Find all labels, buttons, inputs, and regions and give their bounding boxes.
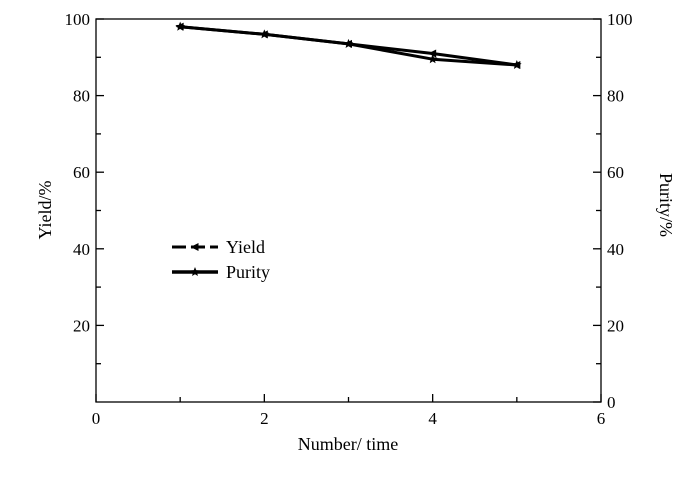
x-tick-label: 6 [597, 409, 606, 428]
y2-tick-label: 80 [607, 87, 624, 106]
x-axis-title: Number/ time [298, 434, 398, 454]
y-axis-title: Yield/% [35, 181, 55, 240]
legend-marker-purity [190, 267, 200, 277]
x-tick-label: 4 [428, 409, 437, 428]
legend-label-purity: Purity [226, 262, 270, 282]
series-layer [175, 21, 522, 70]
data-point-purity [175, 21, 185, 31]
x-tick-label: 0 [92, 409, 101, 428]
legend-marker-yield [190, 243, 199, 251]
y2-tick-label: 20 [607, 316, 624, 335]
data-point-purity [512, 59, 522, 70]
y2-tick-label: 60 [607, 163, 624, 182]
x-tick-label: 2 [260, 409, 269, 428]
y2-axis-title: Purity/% [656, 173, 676, 237]
ticks-layer: 0 2 4 6 20 40 60 80 100 0 20 40 60 80 100 [65, 10, 633, 428]
plot-frame [95, 18, 602, 403]
y-tick-label: 20 [73, 316, 90, 335]
data-point-purity [259, 29, 270, 39]
y-tick-label: 60 [73, 163, 90, 182]
y-tick-label: 40 [73, 240, 90, 259]
y-tick-label: 100 [65, 10, 91, 29]
data-point-purity [427, 54, 438, 64]
legend-label-yield: Yield [226, 237, 265, 257]
data-point-purity [343, 38, 354, 48]
y2-tick-label: 0 [607, 393, 616, 412]
data-point-yield [428, 49, 437, 58]
legend: Yield Purity [172, 237, 270, 282]
y2-tick-label: 100 [607, 10, 633, 29]
y-tick-label: 80 [73, 87, 90, 106]
y2-tick-label: 40 [607, 240, 624, 259]
